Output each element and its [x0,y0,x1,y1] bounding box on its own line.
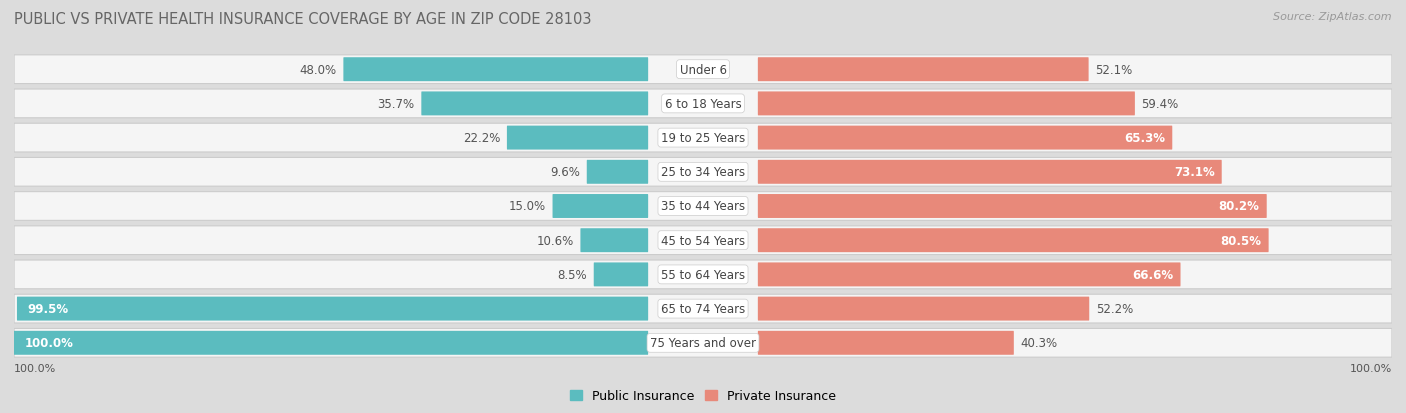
FancyBboxPatch shape [586,160,648,184]
FancyBboxPatch shape [343,58,648,82]
FancyBboxPatch shape [758,229,1268,253]
Text: PUBLIC VS PRIVATE HEALTH INSURANCE COVERAGE BY AGE IN ZIP CODE 28103: PUBLIC VS PRIVATE HEALTH INSURANCE COVER… [14,12,592,27]
FancyBboxPatch shape [14,261,1392,289]
Text: 25 to 34 Years: 25 to 34 Years [661,166,745,179]
Text: 75 Years and over: 75 Years and over [650,337,756,349]
FancyBboxPatch shape [14,90,1392,119]
FancyBboxPatch shape [758,160,1222,184]
Text: 52.2%: 52.2% [1095,302,1133,316]
FancyBboxPatch shape [758,195,1267,218]
Text: 55 to 64 Years: 55 to 64 Years [661,268,745,281]
FancyBboxPatch shape [758,126,1173,150]
Text: Source: ZipAtlas.com: Source: ZipAtlas.com [1274,12,1392,22]
FancyBboxPatch shape [758,263,1181,287]
Text: 80.5%: 80.5% [1220,234,1261,247]
FancyBboxPatch shape [758,297,1090,321]
FancyBboxPatch shape [14,124,1392,152]
Text: 15.0%: 15.0% [509,200,546,213]
FancyBboxPatch shape [422,92,648,116]
Text: 73.1%: 73.1% [1174,166,1215,179]
Text: 65.3%: 65.3% [1125,132,1166,145]
FancyBboxPatch shape [758,331,1014,355]
Text: 35.7%: 35.7% [378,97,415,111]
Text: 66.6%: 66.6% [1132,268,1174,281]
FancyBboxPatch shape [14,56,1392,84]
FancyBboxPatch shape [553,195,648,218]
Text: 59.4%: 59.4% [1142,97,1178,111]
Text: 52.1%: 52.1% [1095,64,1132,76]
Text: 35 to 44 Years: 35 to 44 Years [661,200,745,213]
FancyBboxPatch shape [17,297,648,321]
FancyBboxPatch shape [14,294,1392,323]
Text: 9.6%: 9.6% [550,166,581,179]
Text: 100.0%: 100.0% [14,363,56,373]
FancyBboxPatch shape [14,158,1392,187]
FancyBboxPatch shape [593,263,648,287]
Text: 8.5%: 8.5% [558,268,588,281]
Text: 48.0%: 48.0% [299,64,337,76]
Text: Under 6: Under 6 [679,64,727,76]
FancyBboxPatch shape [581,229,648,253]
Text: 19 to 25 Years: 19 to 25 Years [661,132,745,145]
FancyBboxPatch shape [14,192,1392,221]
Text: 99.5%: 99.5% [28,302,69,316]
Text: 6 to 18 Years: 6 to 18 Years [665,97,741,111]
Text: 22.2%: 22.2% [463,132,501,145]
FancyBboxPatch shape [758,92,1135,116]
Text: 10.6%: 10.6% [537,234,574,247]
Text: 100.0%: 100.0% [1350,363,1392,373]
Text: 100.0%: 100.0% [24,337,73,349]
FancyBboxPatch shape [14,329,1392,357]
Text: 40.3%: 40.3% [1021,337,1057,349]
FancyBboxPatch shape [758,58,1088,82]
Legend: Public Insurance, Private Insurance: Public Insurance, Private Insurance [565,385,841,408]
FancyBboxPatch shape [14,226,1392,255]
FancyBboxPatch shape [508,126,648,150]
Text: 45 to 54 Years: 45 to 54 Years [661,234,745,247]
Text: 80.2%: 80.2% [1219,200,1260,213]
Text: 65 to 74 Years: 65 to 74 Years [661,302,745,316]
FancyBboxPatch shape [14,331,648,355]
